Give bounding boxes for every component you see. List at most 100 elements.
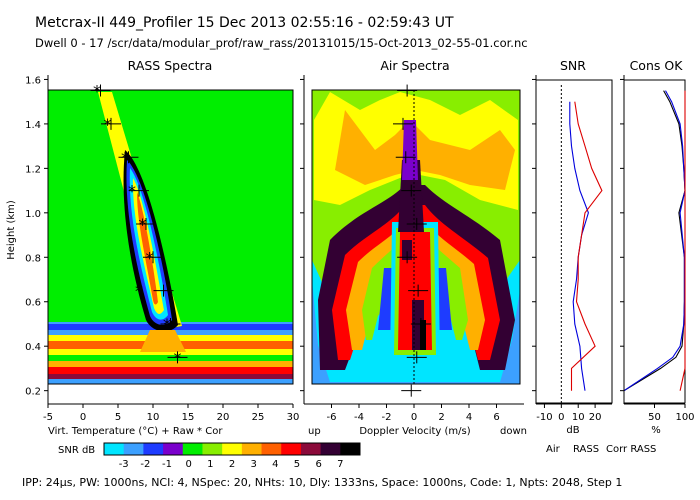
ridge-foot	[140, 330, 186, 352]
colorbar-swatch	[143, 443, 164, 455]
colorbar-ticks: -3 -2 -1 0 1 2 3 4 5 6 7	[119, 459, 344, 470]
colorbar-frame	[103, 442, 361, 456]
colorbar-swatch	[241, 443, 263, 455]
colorbar-tick-label: 1	[207, 459, 213, 470]
figure-title: Metcrax-II 449_Profiler 15 Dec 2013 02:5…	[35, 15, 454, 31]
colorbar-tick-label: 4	[272, 459, 278, 470]
band-amber	[48, 361, 293, 367]
colorbar-tick-label: 6	[315, 459, 321, 470]
y-tick-label: 0.4	[25, 342, 41, 353]
rass-x-axis-label: Virt. Temperature (°C) + Raw * Cor	[48, 426, 223, 437]
y-tick-label: 1.4	[25, 120, 41, 131]
air-dark-spot-1	[402, 240, 412, 260]
colorbar-label: SNR dB	[58, 445, 95, 456]
cons-x-ticks: 50 100	[623, 75, 695, 423]
cor-marker: *	[135, 282, 143, 301]
cor-marker: *	[163, 315, 171, 334]
x-tick-label: 5	[115, 412, 121, 423]
rass-panel-title: RASS Spectra	[128, 58, 213, 73]
cons-panel-title: Cons OK	[630, 58, 684, 73]
rass-x-ticks: -5 0 5 10 15 20 25 30	[43, 75, 299, 423]
legend-rass: RASS	[573, 444, 599, 455]
snr-frame	[535, 79, 613, 404]
snr-y-ticks	[532, 78, 536, 392]
cons-frame	[623, 79, 686, 404]
colorbar-swatch	[163, 443, 184, 455]
colorbar-swatch	[340, 443, 361, 455]
x-tick-label: 15	[182, 412, 195, 423]
colorbar-swatch	[123, 443, 144, 455]
x-tick-label: 10	[572, 412, 585, 423]
legend-air: Air	[546, 444, 561, 455]
colorbar-swatch	[202, 443, 223, 455]
colorbar-tick-label: 7	[337, 459, 343, 470]
y-tick-label: 0.6	[25, 298, 41, 309]
snr-x-axis-label: dB	[566, 425, 579, 436]
snr-series	[569, 101, 603, 391]
snr-x-ticks: -10 0 10 20	[535, 75, 612, 423]
x-tick-label: 0	[80, 412, 86, 423]
x-tick-label: 10	[147, 412, 160, 423]
colorbar-tick-label: 5	[294, 459, 300, 470]
colorbar-swatch	[281, 443, 302, 455]
y-tick-label: 1.6	[25, 75, 41, 86]
x-tick-label: 20	[589, 412, 602, 423]
snr-colorbar: SNR dB -3 -2 -1 0 1 2 3 4 5 6 7	[58, 442, 361, 470]
series-line-corr	[623, 90, 686, 392]
air-orange-field	[335, 110, 515, 190]
colorbar-tick-label: -2	[140, 459, 150, 470]
cor-marker: *	[128, 182, 136, 201]
rass-signal-ridge	[98, 92, 186, 352]
snr-panel: -10 0 10 20 dB	[532, 75, 613, 436]
y-tick-label: 1.2	[25, 164, 41, 175]
cor-marker: *	[104, 115, 112, 134]
colorbar-tick-label: -3	[119, 459, 129, 470]
y-axis-label: Height (km)	[6, 200, 17, 260]
band-maroon	[48, 374, 293, 379]
cor-marker: *	[121, 148, 129, 167]
air-heatmap	[312, 90, 520, 384]
rass-heatmap	[48, 90, 293, 384]
x-tick-label: -6	[327, 412, 337, 423]
air-dark-spot-3	[420, 320, 426, 350]
cor-marker: *	[139, 215, 147, 234]
band-red	[48, 367, 293, 374]
y-tick-label: 1.0	[25, 209, 41, 220]
cor-marker: *	[174, 348, 182, 367]
colorbar-tick-label: -1	[162, 459, 172, 470]
series-line-rass	[570, 101, 603, 391]
cons-ok-panel: 50 100 %	[620, 75, 695, 436]
x-tick-label: 0	[411, 412, 417, 423]
x-tick-label: -10	[536, 412, 552, 423]
colorbar-tick-label: 3	[250, 459, 256, 470]
band-green	[48, 355, 293, 361]
cor-marker: *	[93, 82, 101, 101]
air-spectra-panel: -6 -4 -2 0 2 4 6 up Doppler Velocity (m/s) dow…	[300, 75, 527, 437]
snr-panel-title: SNR	[560, 58, 586, 73]
figure-subtitle: Dwell 0 - 17 /scr/data/modular_prof/raw_…	[35, 36, 528, 50]
colorbar-tick-label: 2	[229, 459, 235, 470]
ridge-core	[137, 192, 158, 305]
air-panel-title: Air Spectra	[380, 58, 449, 73]
air-x-ticks: -6 -4 -2 0 2 4 6	[303, 75, 524, 423]
air-x-label-down: down	[500, 426, 527, 437]
air-y-ticks	[300, 78, 304, 392]
cons-y-ticks	[620, 78, 624, 392]
rass-spectra-panel: ********* -5 0 5 10 15 20 25 30 0.20.40.60.81.0…	[25, 75, 299, 437]
x-tick-label: -2	[382, 412, 392, 423]
colorbar-swatch	[261, 443, 282, 455]
rass-y-ticks: 0.2 0.4 0.6 0.8 1.0 1.2 1.4 1.6	[25, 75, 48, 398]
air-velocity-markers	[393, 84, 431, 397]
x-tick-label: 30	[287, 412, 300, 423]
y-tick-label: 0.2	[25, 387, 41, 398]
band-blue-2	[48, 379, 293, 384]
series-line-air	[679, 90, 686, 391]
x-tick-label: 100	[675, 412, 694, 423]
x-tick-label: 6	[493, 412, 499, 423]
colorbar-swatch	[222, 443, 243, 455]
colorbar-swatch	[104, 443, 125, 455]
footer-parameters: IPP: 24μs, PW: 1000ns, NCI: 4, NSpec: 20…	[22, 476, 622, 489]
cons-x-axis-label: %	[651, 425, 661, 436]
x-tick-label: 4	[466, 412, 472, 423]
